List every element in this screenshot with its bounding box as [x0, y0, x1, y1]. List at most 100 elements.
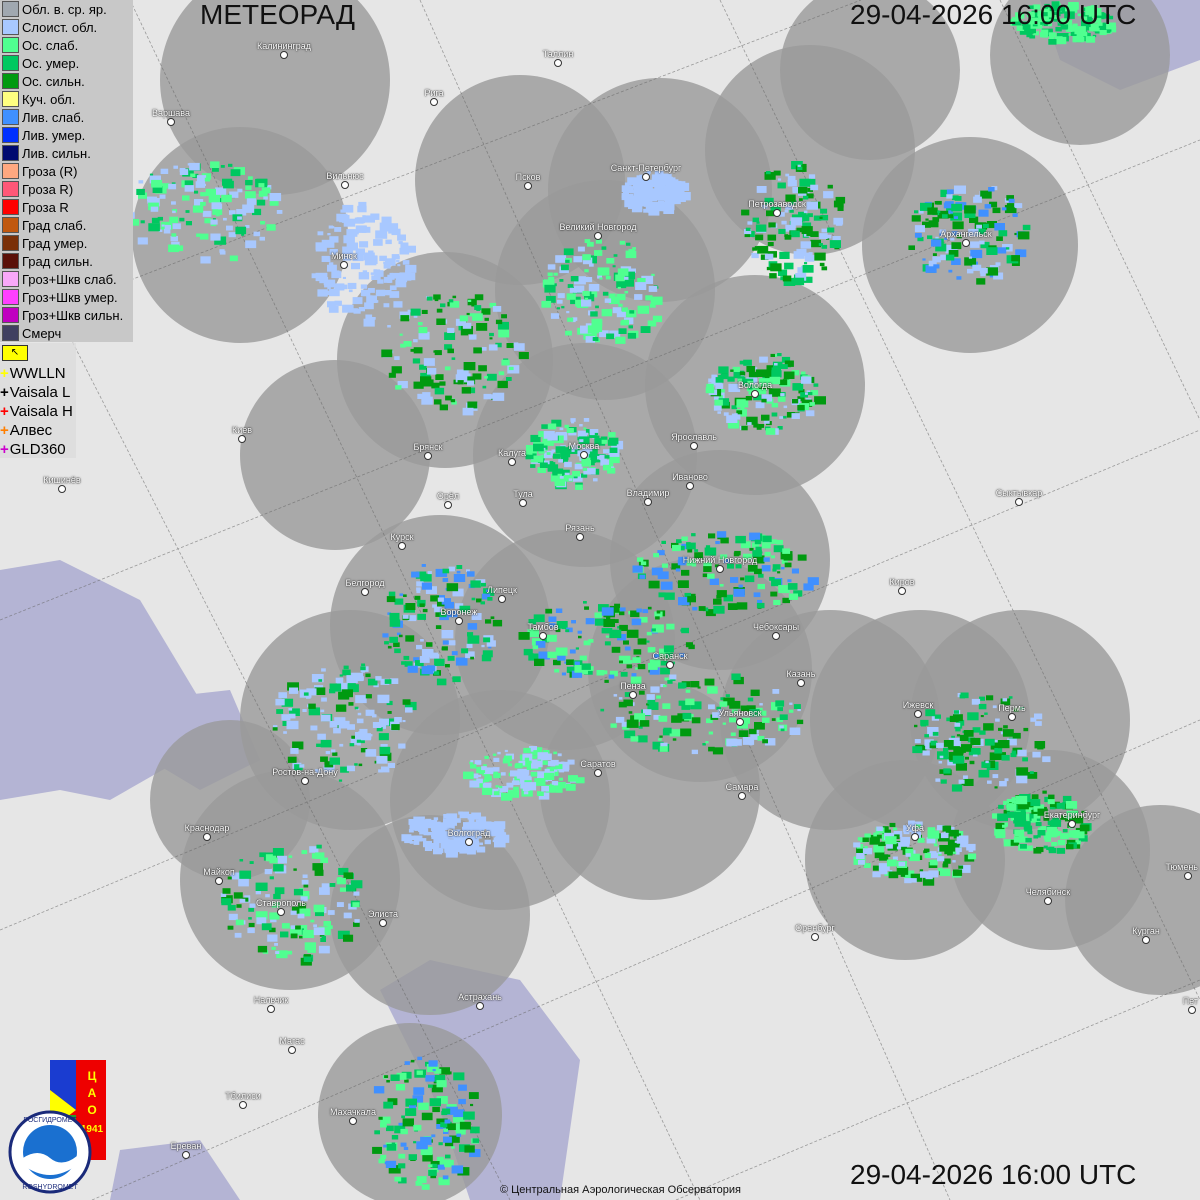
precip-cell [504, 749, 508, 753]
precip-cell [343, 912, 352, 919]
precip-cell [358, 201, 367, 208]
precip-cell [397, 264, 401, 267]
precip-cell [433, 671, 440, 675]
precip-cell [747, 221, 753, 225]
precip-cell [360, 748, 368, 753]
precip-cell [837, 206, 844, 211]
precip-cell [342, 254, 351, 261]
precip-cell [705, 741, 709, 744]
precip-cell [385, 258, 396, 266]
precip-cell [295, 925, 301, 930]
precip-cell [1014, 811, 1026, 821]
precip-cell [445, 664, 450, 668]
precip-cell [353, 891, 360, 896]
precip-cell [807, 577, 819, 585]
precip-cell [373, 269, 381, 275]
precip-cell [301, 879, 309, 885]
precip-cell [316, 743, 321, 747]
precip-cell [378, 769, 383, 773]
precip-cell [499, 786, 509, 793]
precip-cell [637, 664, 646, 670]
precip-cell [1051, 842, 1058, 847]
precip-cell [664, 677, 669, 681]
precip-cell [986, 695, 994, 701]
precip-cell [666, 180, 673, 185]
precip-cell [461, 648, 469, 654]
precip-cell [629, 310, 635, 314]
precip-cell [821, 266, 828, 271]
precip-cell [385, 1160, 397, 1168]
precip-cell [355, 248, 365, 255]
precip-cell [381, 766, 390, 773]
precip-cell [810, 231, 819, 237]
precip-cell [713, 605, 725, 614]
precip-cell [632, 565, 643, 573]
lightning-toggle-flag-icon[interactable]: ↖ [2, 345, 28, 361]
precip-cell [648, 207, 660, 216]
city-marker-icon [277, 908, 285, 916]
precip-cell [730, 732, 736, 736]
precip-cell [1015, 12, 1025, 19]
precip-cell [715, 383, 724, 389]
precip-cell [928, 832, 935, 837]
roshydromet-logo: РОСГИДРОМЕТ ROSHYDROMET [8, 1110, 92, 1194]
precip-cell [719, 584, 724, 587]
precip-cell [619, 611, 625, 616]
precip-cell [338, 707, 343, 711]
precip-cell [1022, 24, 1030, 30]
precip-cell [621, 195, 628, 201]
precip-cell [398, 1177, 407, 1184]
precip-cell [634, 184, 645, 192]
precip-cell [426, 845, 432, 850]
precip-cell [629, 268, 636, 273]
precip-cell [324, 279, 336, 288]
precip-cell [553, 751, 558, 755]
precip-cell [885, 836, 897, 845]
precip-cell [720, 697, 725, 701]
precip-cell [582, 447, 593, 455]
precip-cell [441, 598, 451, 605]
precip-cell [976, 278, 986, 285]
precip-cell [577, 246, 585, 252]
precip-cell [790, 230, 800, 238]
precip-cell [544, 284, 556, 293]
precip-cell [833, 200, 844, 208]
precip-cell [387, 612, 391, 615]
city-marker-icon [576, 533, 584, 541]
precip-cell [687, 549, 693, 553]
precip-cell [406, 245, 416, 253]
precip-cell [436, 1096, 448, 1104]
precip-cell [717, 536, 722, 540]
precip-cell [1066, 844, 1074, 850]
precip-cell [467, 623, 478, 630]
precip-cell [396, 600, 402, 604]
precip-cell [658, 715, 668, 722]
precip-cell [1064, 11, 1075, 19]
svg-text:РОСГИДРОМЕТ: РОСГИДРОМЕТ [23, 1117, 77, 1124]
precip-cell [765, 428, 776, 435]
precip-cell [588, 432, 597, 438]
precip-cell [779, 379, 788, 386]
precip-cell [716, 706, 721, 710]
precip-cell [245, 240, 257, 249]
precip-cell [276, 709, 284, 714]
precip-cell [778, 228, 786, 234]
precip-cell [148, 202, 159, 211]
precip-cell [474, 760, 482, 765]
precip-cell [334, 227, 342, 232]
precip-cell [955, 851, 960, 855]
precip-cell [653, 714, 661, 720]
precip-cell [1081, 20, 1091, 28]
legend-swatch [2, 73, 19, 89]
precip-cell [1003, 839, 1014, 847]
precip-cell [456, 369, 469, 378]
precip-cell [773, 170, 781, 176]
precip-cell [149, 173, 154, 176]
precip-cell [294, 764, 303, 771]
precip-cell [583, 427, 587, 430]
precip-cell [979, 696, 985, 701]
precip-cell [196, 233, 201, 237]
precip-cell [402, 699, 411, 705]
precip-cell [321, 239, 333, 248]
precip-cell [961, 744, 972, 752]
